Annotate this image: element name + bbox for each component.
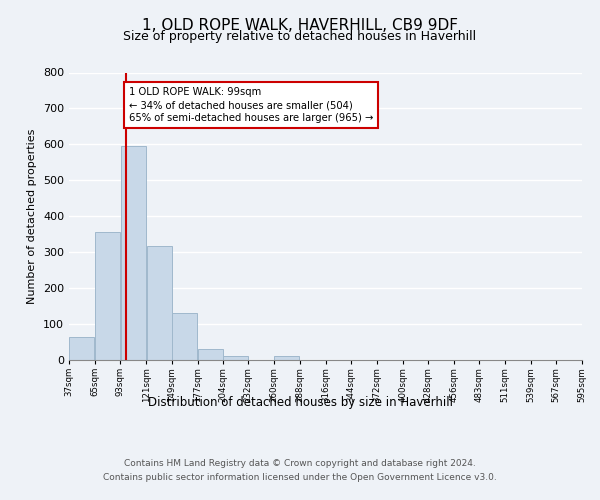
Bar [146, 246, 172, 360]
Y-axis label: Number of detached properties: Number of detached properties [28, 128, 37, 304]
Bar [198, 349, 223, 360]
Bar [172, 314, 197, 360]
Bar [70, 336, 94, 360]
Bar [95, 232, 120, 360]
Text: Distribution of detached houses by size in Haverhill: Distribution of detached houses by size … [148, 396, 452, 409]
Text: Contains HM Land Registry data © Crown copyright and database right 2024.: Contains HM Land Registry data © Crown c… [124, 460, 476, 468]
Bar [223, 356, 248, 360]
Text: Size of property relative to detached houses in Haverhill: Size of property relative to detached ho… [124, 30, 476, 43]
Text: Contains public sector information licensed under the Open Government Licence v3: Contains public sector information licen… [103, 473, 497, 482]
Bar [121, 146, 146, 360]
Bar [274, 356, 299, 360]
Text: 1 OLD ROPE WALK: 99sqm
← 34% of detached houses are smaller (504)
65% of semi-de: 1 OLD ROPE WALK: 99sqm ← 34% of detached… [129, 87, 373, 124]
Text: 1, OLD ROPE WALK, HAVERHILL, CB9 9DF: 1, OLD ROPE WALK, HAVERHILL, CB9 9DF [142, 18, 458, 32]
